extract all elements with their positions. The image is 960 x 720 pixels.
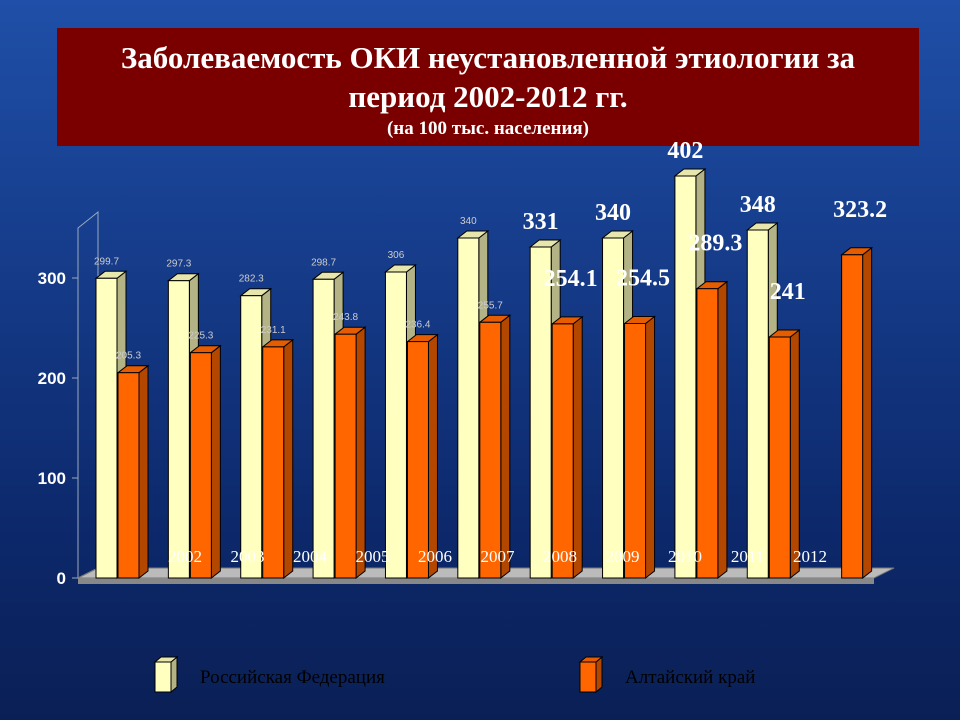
- bar-side: [862, 246, 873, 580]
- value-label: 289.3: [688, 231, 742, 257]
- bar-side: [789, 328, 800, 580]
- bar: [768, 336, 791, 579]
- bar: [117, 372, 140, 579]
- value-label: 298.7: [311, 257, 336, 268]
- bar-side: [572, 315, 583, 580]
- bar: [457, 237, 480, 579]
- value-label: 340: [460, 216, 477, 227]
- floor-edge: [78, 578, 874, 584]
- bar: [95, 277, 118, 579]
- legend-label: Алтайский край: [625, 667, 755, 688]
- bar-side: [500, 314, 511, 580]
- y-tick-label: 100: [38, 469, 66, 488]
- y-tick-label: 0: [57, 569, 66, 588]
- bar: [406, 341, 429, 579]
- bar-side: [717, 280, 728, 580]
- legend-label: Российская Федерация: [200, 667, 385, 688]
- legend-swatch: [579, 661, 597, 693]
- x-tick-label: 2004: [293, 547, 328, 566]
- value-label: 254.5: [616, 266, 670, 292]
- value-label: 241: [770, 279, 806, 305]
- legend-swatch-side: [595, 655, 603, 694]
- value-label: 243.8: [333, 312, 358, 323]
- value-label: 340: [595, 200, 631, 226]
- value-label: 402: [667, 138, 703, 164]
- bar: [624, 323, 647, 579]
- bar-side: [645, 315, 656, 580]
- bar: [167, 280, 190, 579]
- bar: [696, 288, 719, 579]
- bar: [529, 246, 552, 579]
- bar: [551, 323, 574, 579]
- bar: [262, 346, 285, 579]
- x-tick-label: 2002: [168, 547, 202, 566]
- chart-subtitle: (на 100 тыс. населения): [386, 118, 589, 139]
- x-tick-label: 2007: [481, 547, 516, 566]
- bar: [674, 175, 697, 579]
- x-tick-label: 2010: [668, 547, 702, 566]
- legend-swatch-side: [170, 655, 178, 694]
- legend-swatch: [154, 661, 172, 693]
- bar: [240, 295, 263, 579]
- value-label: 205.3: [116, 351, 141, 362]
- x-tick-label: 2005: [356, 547, 390, 566]
- value-label: 225.3: [188, 331, 213, 342]
- x-tick-label: 2011: [731, 547, 764, 566]
- bar-side: [210, 344, 221, 580]
- value-label: 254.1: [544, 266, 598, 292]
- x-tick-label: 2009: [606, 547, 640, 566]
- y-tick-label: 200: [38, 369, 66, 388]
- value-label: 299.7: [94, 256, 119, 267]
- bar-side: [355, 326, 366, 580]
- y-tick-label: 300: [38, 269, 66, 288]
- value-label: 231.1: [261, 325, 286, 336]
- value-label: 255.7: [478, 300, 503, 311]
- value-label: 297.3: [166, 259, 191, 270]
- value-label: 306: [388, 250, 405, 261]
- bar: [602, 237, 625, 579]
- bar: [841, 254, 864, 579]
- x-tick-label: 2012: [793, 547, 827, 566]
- value-label: 331: [523, 209, 559, 235]
- bar: [312, 278, 335, 579]
- bar-side: [283, 338, 294, 580]
- value-label: 282.3: [239, 274, 264, 285]
- value-label: 323.2: [833, 197, 887, 223]
- x-tick-label: 2008: [543, 547, 577, 566]
- value-label: 348: [740, 192, 776, 218]
- value-label: 236.4: [405, 320, 430, 331]
- bar-side: [427, 333, 438, 580]
- bar: [334, 333, 357, 579]
- bar: [746, 229, 769, 579]
- bar: [189, 352, 212, 579]
- x-tick-label: 2006: [418, 547, 452, 566]
- chart-title: Заболеваемость ОКИ неустановленной этиол…: [120, 40, 856, 114]
- bar-side: [138, 364, 149, 580]
- title-box: Заболеваемость ОКИ неустановленной этиол…: [57, 28, 919, 146]
- bar: [479, 321, 502, 579]
- bar: [384, 271, 407, 579]
- x-tick-label: 2003: [231, 547, 265, 566]
